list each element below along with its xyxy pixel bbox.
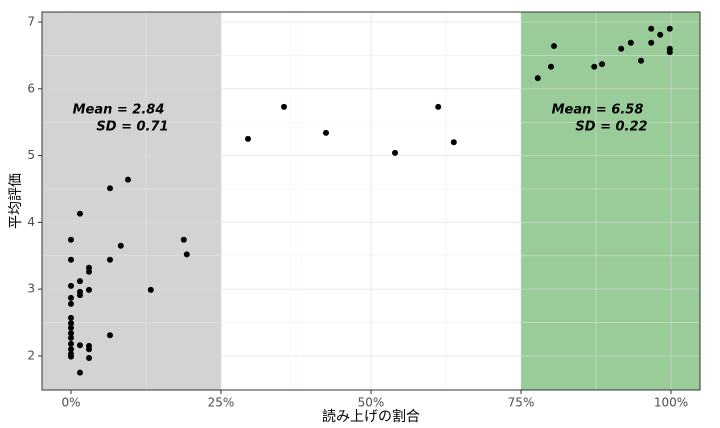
point	[85, 354, 92, 361]
y-tick-label: 6	[27, 81, 35, 95]
point	[67, 330, 74, 337]
point	[67, 340, 74, 347]
point	[450, 139, 457, 146]
point	[85, 286, 92, 293]
point	[106, 256, 113, 263]
point	[85, 346, 92, 353]
y-tick-label: 5	[27, 148, 35, 162]
y-axis-title: 平均評価	[8, 173, 24, 229]
y-tick-label: 4	[27, 215, 35, 229]
point	[117, 242, 124, 249]
point	[548, 63, 555, 70]
point	[666, 49, 673, 56]
point	[666, 25, 673, 32]
point	[627, 39, 634, 46]
point	[657, 31, 664, 38]
point	[551, 43, 558, 50]
point	[280, 103, 287, 110]
point	[322, 129, 329, 136]
point	[76, 369, 83, 376]
point	[534, 75, 541, 82]
point	[183, 251, 190, 258]
point	[67, 236, 74, 243]
x-tick-label: 50%	[358, 396, 385, 410]
point	[67, 282, 74, 289]
point	[67, 300, 74, 307]
x-tick-label: 0%	[61, 396, 80, 410]
x-tick-label: 100%	[654, 396, 688, 410]
point	[67, 324, 74, 331]
point	[76, 292, 83, 299]
plot-border	[41, 11, 701, 391]
point	[638, 57, 645, 64]
point	[67, 334, 74, 341]
point	[648, 39, 655, 46]
point	[648, 25, 655, 32]
y-tick-label: 7	[27, 15, 35, 29]
annotation: SD = 0.22	[575, 120, 647, 135]
point	[67, 346, 74, 353]
annotation: Mean = 6.58	[552, 103, 644, 118]
annotation: Mean = 2.84	[73, 103, 165, 118]
point	[85, 268, 92, 275]
point	[124, 176, 131, 183]
x-axis-title: 読み上げの割合	[322, 408, 420, 425]
point	[76, 278, 83, 285]
point	[67, 294, 74, 301]
point	[67, 314, 74, 321]
point	[67, 256, 74, 263]
point	[67, 320, 74, 327]
x-tick-label: 25%	[208, 396, 235, 410]
point	[435, 103, 442, 110]
y-tick-label: 2	[27, 348, 35, 362]
point	[591, 63, 598, 70]
shaded-region	[521, 12, 700, 390]
point	[618, 45, 625, 52]
point	[76, 342, 83, 349]
point	[392, 149, 399, 156]
point	[67, 353, 74, 360]
annotation: SD = 0.71	[96, 120, 168, 135]
point	[106, 185, 113, 192]
x-tick-label: 75%	[508, 396, 535, 410]
point	[599, 61, 606, 68]
y-tick-label: 3	[27, 282, 35, 296]
point	[244, 135, 251, 142]
point	[147, 286, 154, 293]
point	[180, 236, 187, 243]
point	[106, 332, 113, 339]
point	[76, 210, 83, 217]
